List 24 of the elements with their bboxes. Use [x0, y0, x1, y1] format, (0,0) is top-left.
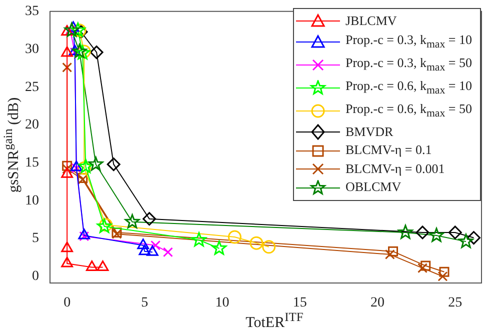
legend-label: OBLCMV — [346, 178, 402, 196]
y-tick-label: 10 — [25, 193, 39, 208]
legend-label: BMVDR — [346, 122, 394, 141]
x-tick-label: 20 — [370, 295, 385, 310]
legend-label: Prop.-c = 0.6, k$_{max}$ = 10 — [346, 76, 472, 98]
y-tick-label: 35 — [25, 4, 39, 20]
y-tick-label: 25 — [25, 80, 39, 95]
x-tick-label: 5 — [141, 295, 148, 310]
y-tick-label: 0 — [32, 269, 39, 284]
legend-label: JBLCMV — [346, 12, 397, 30]
x-tick-label: 10 — [215, 295, 230, 310]
x-axis-title: TotER$^{ITF}$ — [244, 310, 304, 332]
legend-label: BLCMV-η = 0.001 — [346, 160, 445, 178]
legend-label: BLCMV-η = 0.1 — [346, 141, 432, 160]
x-tick-label: 25 — [448, 295, 462, 310]
legend-label: Prop.-c = 0.6, k$_{max}$ = 50 — [346, 100, 472, 122]
y-tick-label: 5 — [32, 231, 39, 246]
x-tick-label: 0 — [64, 295, 71, 310]
y-tick-label: 30 — [25, 42, 39, 57]
y-tick-label: 15 — [25, 155, 39, 170]
legend-label: Prop.-c = 0.3, k$_{max}$ = 10 — [346, 30, 472, 52]
y-tick-label: 20 — [25, 118, 39, 133]
x-tick-label: 15 — [292, 295, 307, 310]
legend-label: Prop.-c = 0.3, k$_{max}$ = 50 — [346, 54, 472, 76]
